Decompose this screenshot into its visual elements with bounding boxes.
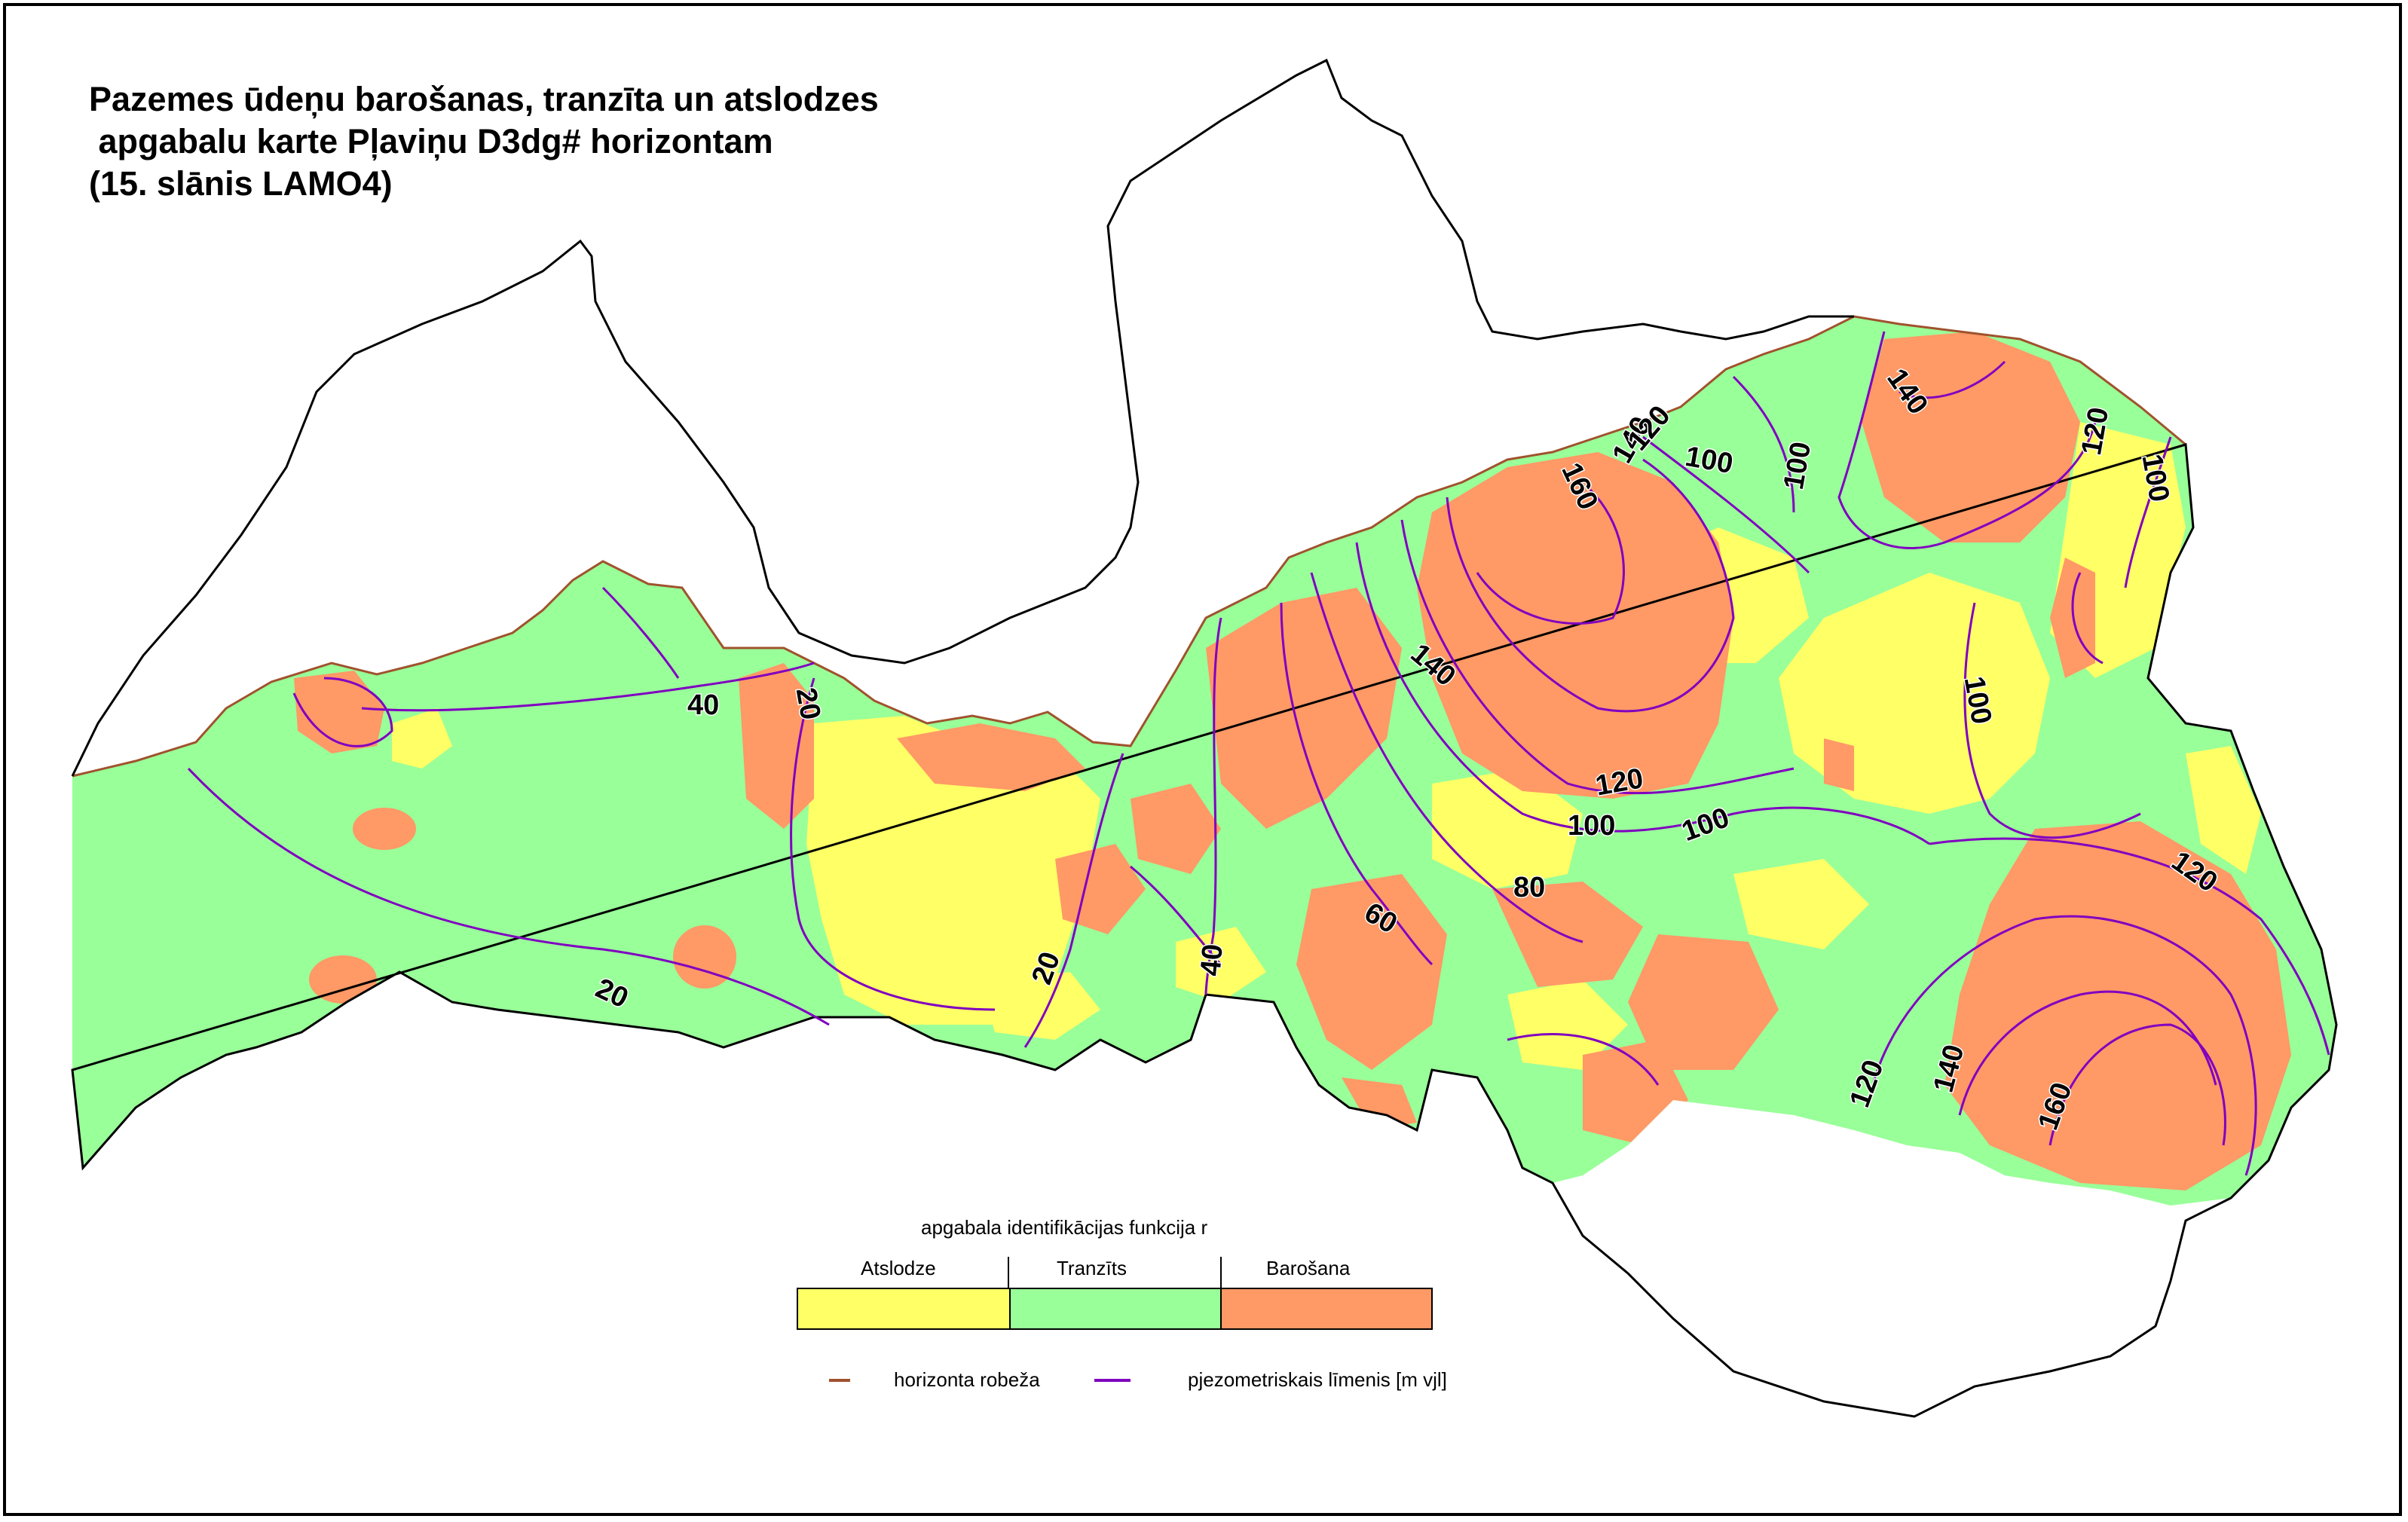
legend-line-label: pjezometriskais līmenis [m vjl]	[1188, 1368, 1447, 1391]
horizon-boundary	[72, 315, 2186, 778]
contour-line	[1958, 990, 2217, 1116]
recharge-zone	[673, 925, 736, 989]
contour-line	[1355, 542, 1930, 845]
discharge-zone	[806, 716, 1100, 1025]
recharge-zone	[1824, 738, 1854, 791]
recharge-zone	[309, 955, 377, 1004]
contour-line	[1868, 915, 2257, 1176]
legend-heading: apgabala identifikācijas funkcija r	[921, 1216, 1207, 1239]
contour-line	[1204, 617, 1222, 995]
contour-line	[1929, 837, 2330, 1056]
discharge-zone	[1507, 980, 1628, 1070]
legend-swatch-atslodze	[797, 1288, 1011, 1330]
country-border	[71, 58, 2338, 1418]
legend-class-label: Barošana	[1266, 1257, 1351, 1279]
contour-line	[1310, 572, 1583, 943]
contour-line	[1130, 865, 1222, 966]
recharge-zone	[1492, 882, 1643, 987]
discharge-zone	[1733, 859, 1869, 949]
contour-label: 40	[1195, 943, 1229, 977]
discharge-zone	[2186, 746, 2261, 874]
contour-line	[1446, 458, 1735, 713]
recharge-zone	[739, 663, 814, 829]
map-title: Pazemes ūdeņu barošanas, tranzīta un ats…	[89, 78, 879, 205]
recharge-zone	[1055, 844, 1146, 934]
contour-line	[1023, 753, 1124, 1048]
contour-line	[1899, 360, 2006, 399]
legend: apgabala identifikācijas funkcija r Atsl…	[797, 1216, 1447, 1391]
horizon-area	[72, 316, 2336, 1206]
recharge-zone	[1944, 821, 2291, 1190]
contour-label: 40	[687, 689, 719, 721]
recharge-zone	[1131, 784, 1221, 874]
recharge-zone	[1206, 588, 1402, 829]
contour-line	[601, 586, 680, 679]
recharge-zone	[1628, 934, 1779, 1070]
recharge-zone	[1296, 874, 1447, 1070]
piezometric-contours	[187, 331, 2330, 1176]
recharge-zones	[72, 316, 2336, 1206]
discharge-zone	[1432, 769, 1583, 889]
contour-line	[2048, 1023, 2226, 1146]
contour-line	[1963, 602, 2141, 839]
discharge-zone	[980, 972, 1100, 1040]
legend-class-label: Tranzīts	[1057, 1257, 1127, 1279]
recharge-zone	[897, 723, 1085, 791]
map-frame	[3, 3, 2402, 1516]
recharge-zone	[294, 671, 384, 753]
contour-line	[1280, 602, 1433, 966]
contour-line	[2071, 572, 2104, 665]
contour-line	[2124, 436, 2172, 588]
legend-class-label: Atslodze	[861, 1257, 936, 1279]
title-line-3: (15. slānis LAMO4)	[89, 164, 393, 203]
contour-line	[1476, 488, 1625, 625]
contour-label: 80	[1513, 872, 1545, 903]
recharge-zone	[1342, 1077, 1417, 1130]
contour-line	[361, 662, 815, 712]
legend-swatch-tranzits	[1009, 1288, 1222, 1330]
title-line-2: apgabalu karte Pļaviņu D3dg# horizontam	[89, 122, 773, 160]
legend-swatch-barosana	[1220, 1288, 1433, 1330]
contour-line	[1837, 331, 2097, 549]
legend-line-label: horizonta robeža	[894, 1368, 1040, 1391]
contour-line	[292, 677, 393, 747]
contour-line	[1507, 1033, 1660, 1086]
recharge-zone	[353, 808, 416, 850]
title-line-1: Pazemes ūdeņu barošanas, tranzīta un ats…	[89, 80, 879, 118]
contour-line	[1732, 375, 1795, 513]
contour-label: 20	[790, 686, 827, 723]
contour-line	[1642, 436, 1810, 574]
contour-line	[1400, 519, 1795, 795]
contour-line	[187, 767, 830, 1026]
contour-line	[790, 677, 996, 1011]
contour-label: 100	[1568, 810, 1615, 842]
discharge-zone	[392, 708, 452, 769]
recharge-zone	[1862, 332, 2080, 542]
